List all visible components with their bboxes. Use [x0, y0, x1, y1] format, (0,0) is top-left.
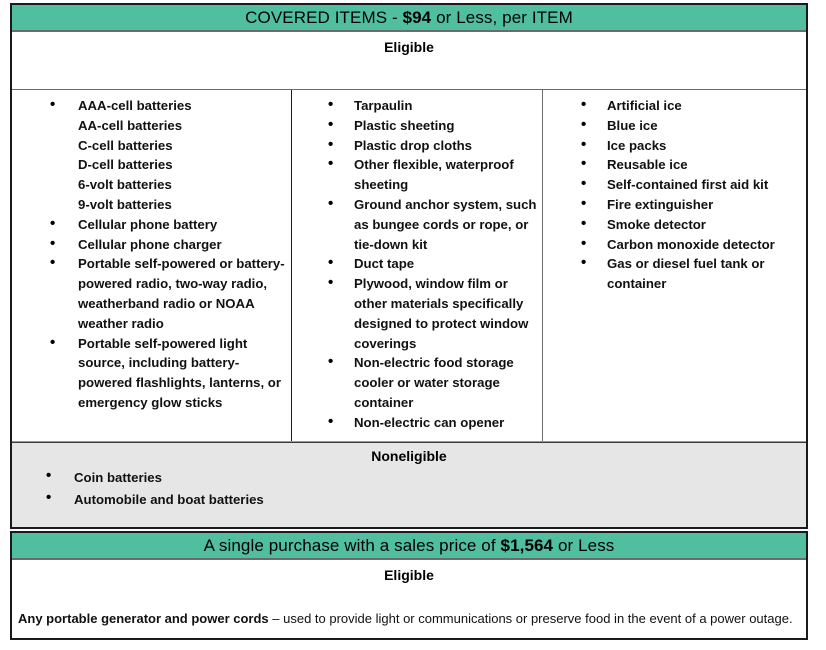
list-item: Portable self-powered light source, incl…: [42, 333, 287, 413]
list-item: 6-volt batteries: [78, 177, 172, 193]
list-item: Artificial ice: [573, 95, 802, 116]
eligible-column-3: Artificial ice Blue ice Ice packs Reusab…: [543, 90, 806, 441]
list-item: AA-cell batteries: [78, 117, 183, 133]
eligible-column-1: AAA-cell batteries AA-cell batteries C-c…: [12, 90, 292, 441]
covered-items-header: COVERED ITEMS - $94 or Less, per ITEM: [12, 5, 806, 32]
list-item: Fire extinguisher: [573, 194, 802, 215]
list-item: Plastic sheeting: [320, 115, 538, 136]
eligible-section-header: Eligible: [12, 32, 806, 90]
single-purchase-header: A single purchase with a sales price of …: [12, 533, 806, 560]
generator-description-lead: Any portable generator and power cords: [18, 611, 269, 626]
list-item: Reusable ice: [573, 154, 802, 175]
list-item: Blue ice: [573, 115, 802, 136]
list-item: Automobile and boat batteries: [38, 488, 806, 511]
single-purchase-header-amount: $1,564: [500, 536, 554, 555]
list-item: Gas or diesel fuel tank or container: [573, 253, 802, 294]
list-item: AAA-cell batteries: [42, 95, 287, 116]
list-item: Plastic drop cloths: [320, 135, 538, 156]
noneligible-section: Noneligible Coin batteries Automobile an…: [12, 441, 806, 527]
list-item: Plywood, window film or other materials …: [320, 273, 538, 353]
generator-description: Any portable generator and power cords –…: [12, 587, 806, 638]
single-purchase-table: A single purchase with a sales price of …: [10, 531, 808, 640]
eligible-column-2: Tarpaulin Plastic sheeting Plastic drop …: [292, 90, 543, 441]
eligible-items-columns: AAA-cell batteries AA-cell batteries C-c…: [12, 90, 806, 442]
list-item: Ice packs: [573, 135, 802, 156]
covered-items-header-amount: $94: [402, 8, 432, 27]
list-item: Carbon monoxide detector: [573, 234, 802, 255]
list-item: Cellular phone charger: [42, 234, 287, 255]
list-item: D-cell batteries: [78, 157, 173, 173]
list-item: Coin batteries: [38, 466, 806, 489]
eligible-list-1: AAA-cell batteries AA-cell batteries C-c…: [16, 95, 287, 413]
list-item: Self-contained first aid kit: [573, 174, 802, 195]
list-item: Smoke detector: [573, 214, 802, 235]
list-item: Portable self-powered or battery-powered…: [42, 253, 287, 333]
list-item: Duct tape: [320, 253, 538, 274]
list-item: Other flexible, waterproof sheeting: [320, 154, 538, 195]
eligible-section-header-2: Eligible: [12, 560, 806, 587]
single-purchase-header-prefix: A single purchase with a sales price of: [203, 536, 501, 555]
eligible-list-2: Tarpaulin Plastic sheeting Plastic drop …: [296, 95, 538, 433]
eligible-label: Eligible: [384, 39, 434, 55]
eligible-label-2: Eligible: [384, 567, 434, 583]
list-item: Ground anchor system, such as bungee cor…: [320, 194, 538, 254]
covered-items-header-suffix: or Less, per ITEM: [431, 8, 573, 27]
list-item: Cellular phone battery: [42, 214, 287, 235]
list-item: 9-volt batteries: [78, 196, 172, 212]
list-item: C-cell batteries: [78, 137, 173, 153]
noneligible-list: Coin batteries Automobile and boat batte…: [12, 466, 806, 511]
list-item: Tarpaulin: [320, 95, 538, 116]
list-item: Non-electric can opener: [320, 412, 538, 433]
generator-description-rest: – used to provide light or communication…: [268, 611, 793, 626]
single-purchase-header-suffix: or Less: [553, 536, 615, 555]
covered-items-table: COVERED ITEMS - $94 or Less, per ITEM El…: [10, 3, 808, 529]
covered-items-header-prefix: COVERED ITEMS -: [245, 8, 403, 27]
eligible-list-3: Artificial ice Blue ice Ice packs Reusab…: [547, 95, 802, 294]
noneligible-label: Noneligible: [371, 447, 447, 464]
list-item: Non-electric food storage cooler or wate…: [320, 352, 538, 412]
